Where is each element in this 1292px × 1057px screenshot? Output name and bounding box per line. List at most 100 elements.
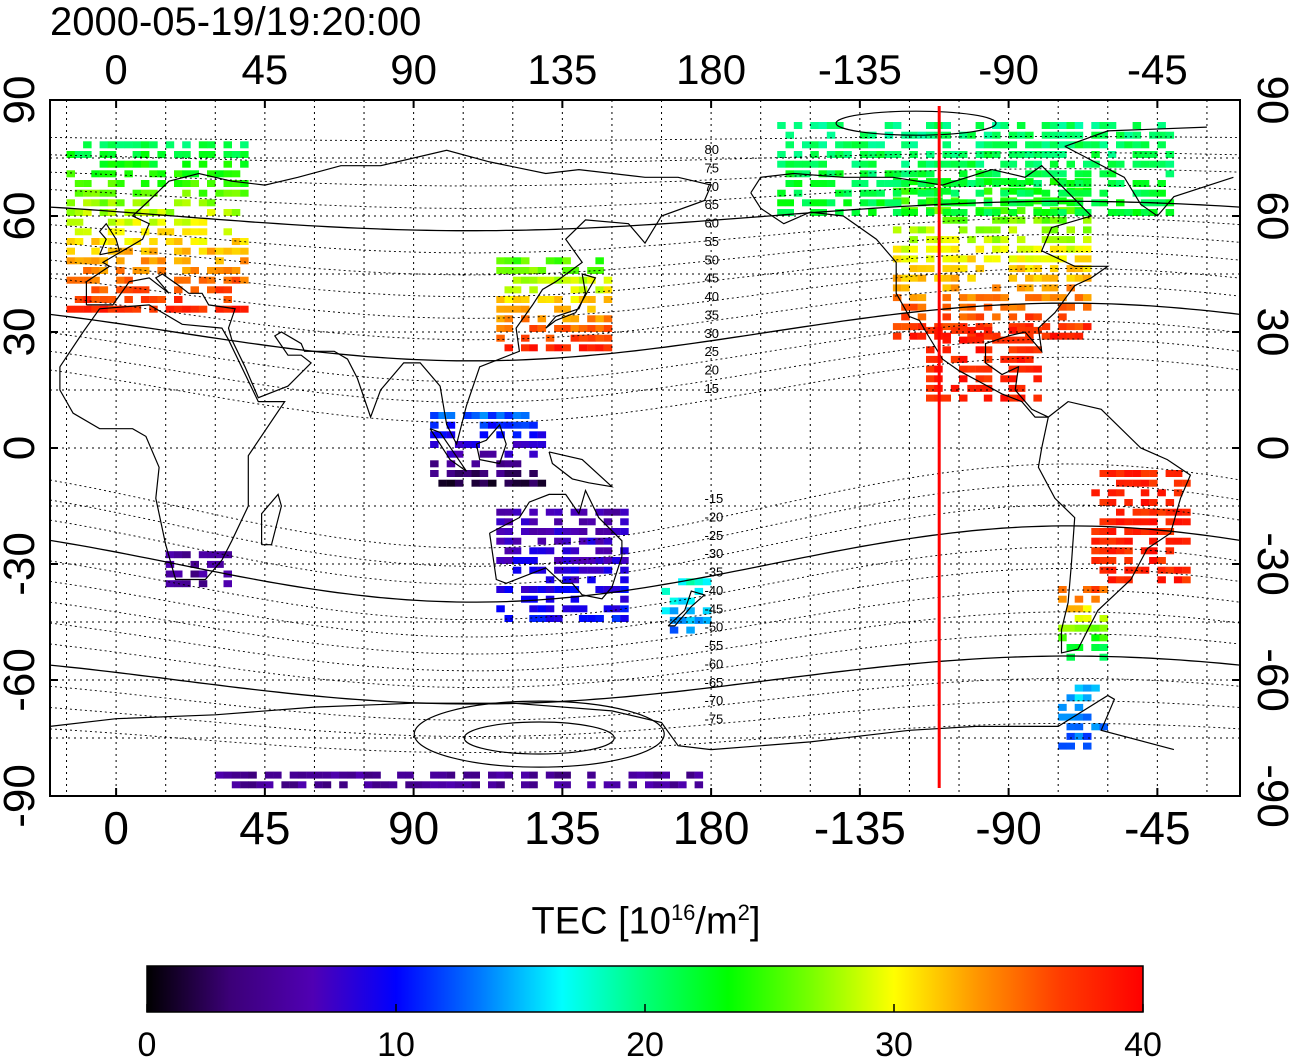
tec-cell bbox=[496, 267, 505, 274]
tec-cell bbox=[1049, 255, 1059, 263]
tec-cell bbox=[851, 209, 861, 216]
tec-cell bbox=[578, 537, 588, 545]
tec-cell bbox=[1066, 226, 1075, 234]
tec-cell bbox=[1173, 537, 1183, 545]
tec-cell bbox=[1058, 634, 1067, 642]
tec-cell bbox=[1116, 199, 1125, 207]
tec-cell bbox=[240, 276, 249, 284]
axis-labels: 80 75 70 65 60 55 50 45 40 35 30 25 20 15 -15 -20 -25 -30… bbox=[0, 46, 1292, 854]
tec-cell bbox=[1058, 294, 1067, 302]
tec-cell bbox=[1008, 323, 1018, 331]
tec-cell bbox=[967, 180, 976, 187]
tec-cell bbox=[678, 781, 687, 789]
tec-cell bbox=[454, 470, 464, 477]
tec-cell bbox=[1165, 547, 1175, 555]
tec-cell bbox=[611, 586, 621, 593]
tec-cell bbox=[595, 547, 604, 555]
tec-cell bbox=[471, 781, 480, 789]
lon-label-top: -90 bbox=[978, 46, 1039, 93]
tec-cell bbox=[124, 247, 133, 255]
tec-cell bbox=[975, 313, 985, 321]
tec-cell bbox=[959, 151, 968, 158]
contour-label: 60 bbox=[705, 216, 719, 231]
tec-cell bbox=[207, 267, 216, 274]
lon-label-top: 90 bbox=[390, 46, 437, 93]
lat-label-right: 0 bbox=[1248, 436, 1292, 460]
tec-cell bbox=[198, 228, 208, 236]
tec-cell bbox=[611, 615, 621, 622]
tec-cell bbox=[859, 141, 869, 149]
tec-cell bbox=[545, 257, 555, 265]
tec-cell bbox=[512, 537, 522, 545]
tec-cell bbox=[611, 557, 621, 564]
tec-cell bbox=[992, 141, 1001, 149]
tec-cell bbox=[859, 170, 869, 178]
tec-cell bbox=[669, 626, 679, 634]
tec-cell bbox=[562, 305, 571, 313]
tec-cell bbox=[529, 450, 538, 458]
coastline-south-america bbox=[1037, 400, 1192, 654]
tec-cell bbox=[83, 141, 92, 149]
tec-cell bbox=[190, 267, 199, 274]
tec-cell bbox=[479, 431, 489, 439]
tec-cell bbox=[942, 245, 951, 253]
tec-cell bbox=[240, 781, 249, 789]
tec-cell bbox=[909, 294, 918, 302]
tec-cell bbox=[496, 325, 505, 332]
tec-cell bbox=[1049, 131, 1059, 139]
tec-cell bbox=[983, 294, 993, 302]
tec-cell bbox=[99, 141, 109, 149]
lat-label-left: 60 bbox=[0, 192, 44, 241]
tec-cell bbox=[1016, 151, 1026, 158]
tec-cell bbox=[74, 180, 84, 187]
contour-line bbox=[50, 722, 1240, 754]
tec-cell bbox=[1033, 160, 1042, 168]
tec-cell bbox=[1083, 713, 1092, 721]
coastline-uk bbox=[98, 222, 121, 256]
tec-cell bbox=[1165, 199, 1175, 207]
tec-cell bbox=[892, 189, 902, 197]
tec-cell bbox=[1074, 122, 1084, 129]
tec-cell bbox=[975, 384, 985, 392]
tec-cell bbox=[207, 560, 216, 568]
tec-cell bbox=[1025, 355, 1034, 363]
tec-cell bbox=[1157, 576, 1166, 584]
lon-label-bottom: 135 bbox=[524, 802, 601, 854]
tec-cell bbox=[1066, 644, 1075, 651]
tec-cell bbox=[967, 160, 976, 168]
tec-cell bbox=[1173, 489, 1183, 497]
tec-cell bbox=[603, 296, 613, 303]
tec-cell bbox=[116, 247, 125, 255]
tec-cell bbox=[215, 257, 224, 265]
tec-cell bbox=[967, 131, 976, 139]
contour-label: -35 bbox=[705, 565, 724, 580]
tec-cell bbox=[843, 141, 852, 149]
tec-cell bbox=[1049, 141, 1059, 149]
tec-cell bbox=[678, 616, 687, 624]
tec-cell bbox=[554, 344, 563, 352]
tec-cell bbox=[917, 199, 927, 207]
tec-cell bbox=[826, 151, 836, 158]
tec-cell bbox=[322, 771, 332, 779]
tec-cell bbox=[1140, 470, 1150, 477]
tec-cell bbox=[669, 781, 679, 789]
tec-cell bbox=[198, 276, 208, 284]
contour-line bbox=[50, 546, 1240, 621]
tec-cell bbox=[306, 771, 315, 779]
tec-cell bbox=[1099, 586, 1108, 593]
tec-cell bbox=[950, 274, 960, 282]
tec-cell bbox=[438, 431, 447, 439]
tec-cell bbox=[587, 325, 596, 332]
tec-cell bbox=[1099, 518, 1108, 526]
tec-cell bbox=[174, 151, 183, 158]
tec-cell bbox=[942, 332, 951, 340]
tec-cell bbox=[967, 336, 976, 344]
tec-cell bbox=[1025, 326, 1034, 334]
tec-cell bbox=[950, 355, 960, 363]
tec-cell bbox=[1124, 566, 1133, 574]
contour-line bbox=[50, 200, 1240, 232]
lon-label-bottom: -135 bbox=[814, 802, 906, 854]
tec-cell bbox=[281, 781, 290, 789]
tec-cell bbox=[496, 781, 505, 789]
tec-cell bbox=[116, 180, 125, 187]
